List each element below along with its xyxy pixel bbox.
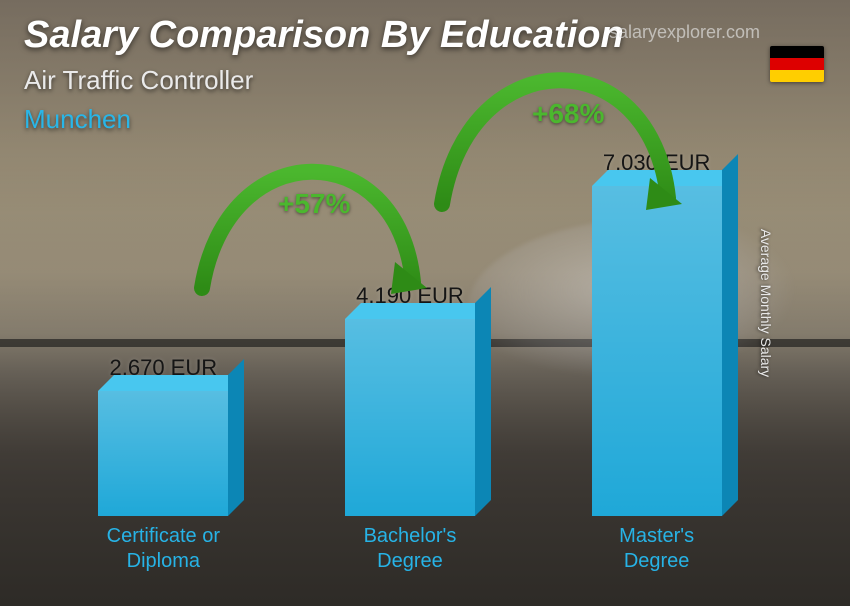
watermark-text: salaryexplorer.com <box>609 22 760 43</box>
bar-top-face <box>98 375 244 391</box>
bar-side-face <box>475 287 491 516</box>
x-axis-label: Bachelor'sDegree <box>310 524 510 588</box>
bar-top-face <box>592 170 738 186</box>
bar-side-face <box>722 154 738 516</box>
bar <box>592 186 722 516</box>
bar-slot: 2,670 EUR <box>63 355 263 516</box>
x-axis-labels: Certificate orDiploma Bachelor'sDegree Mas… <box>40 524 780 588</box>
flag-stripe <box>770 70 824 82</box>
bar-front-face <box>592 186 722 516</box>
bar-front-face <box>345 319 475 516</box>
job-title: Air Traffic Controller <box>24 65 826 96</box>
bars-area: 2,670 EUR4,190 EUR7,030 EUR <box>40 170 780 516</box>
germany-flag-icon <box>770 46 824 82</box>
bar-front-face <box>98 391 228 516</box>
bar-top-face <box>345 303 491 319</box>
bar <box>98 391 228 516</box>
x-axis-label: Master'sDegree <box>557 524 757 588</box>
salary-bar-chart: 2,670 EUR4,190 EUR7,030 EUR Certificate … <box>40 170 780 588</box>
city-name: Munchen <box>24 104 826 135</box>
bar-slot: 4,190 EUR <box>310 283 510 516</box>
bar <box>345 319 475 516</box>
bar-side-face <box>228 359 244 516</box>
flag-stripe <box>770 58 824 70</box>
flag-stripe <box>770 46 824 58</box>
x-axis-label: Certificate orDiploma <box>63 524 263 588</box>
bar-slot: 7,030 EUR <box>557 150 757 516</box>
